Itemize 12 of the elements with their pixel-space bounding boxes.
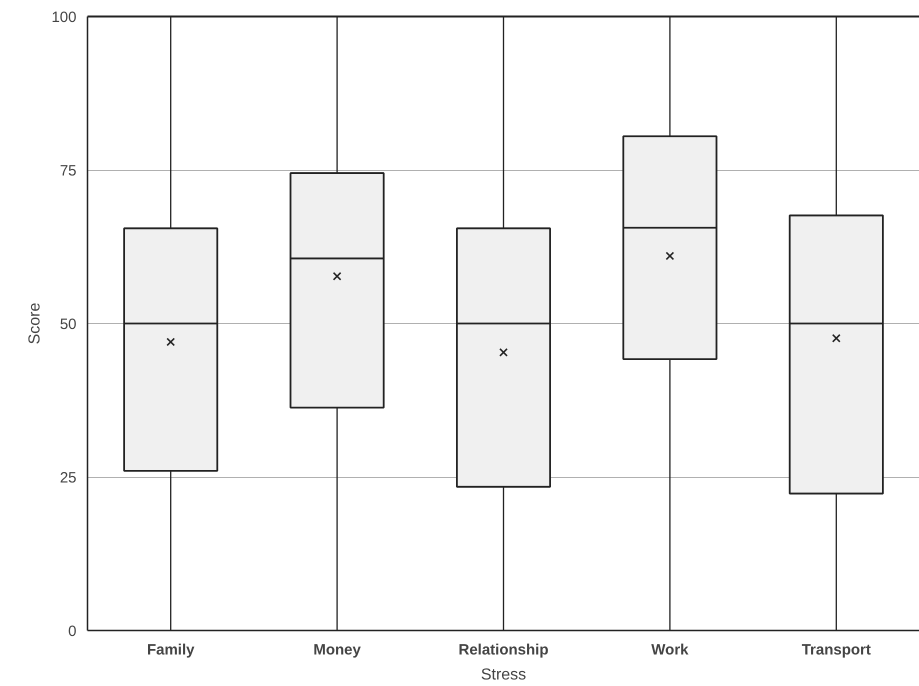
x-axis-title: Stress: [480, 666, 526, 684]
x-tick-label: Transport: [802, 642, 871, 658]
y-tick-label: 25: [60, 470, 77, 486]
x-tick-label: Relationship: [458, 642, 549, 658]
x-tick-label: Family: [146, 642, 196, 658]
y-tick-label: 75: [60, 162, 77, 180]
x-tick-label: Work: [651, 642, 690, 658]
x-tick-label: Money: [313, 642, 362, 658]
y-tick-label: 50: [60, 316, 77, 333]
y-axis-title: Score: [26, 302, 44, 344]
y-tick-label: 100: [51, 9, 77, 26]
y-tick-label: 0: [68, 623, 76, 640]
